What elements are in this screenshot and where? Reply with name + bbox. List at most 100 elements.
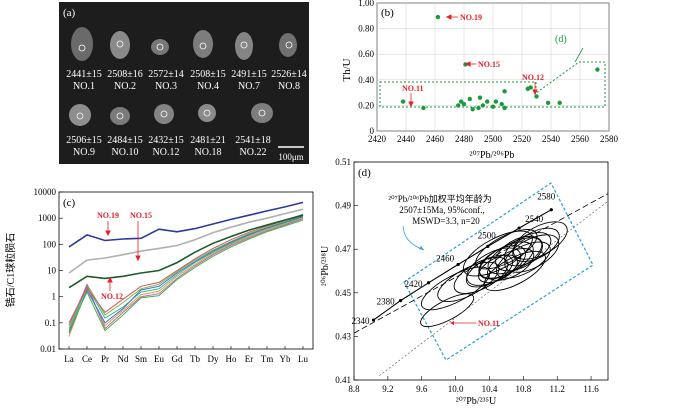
grain-age: 2491±15 (231, 69, 267, 80)
x-tick-label: 11.6 (583, 384, 599, 394)
concordia-age-marker (371, 318, 376, 322)
grain-name: NO.3 (155, 81, 177, 92)
annotation-no12: NO.12 (101, 292, 123, 301)
panel-a-background (59, 2, 309, 164)
data-point (502, 89, 507, 94)
data-point (467, 96, 472, 102)
panel-b-ylabel: Th/U (341, 58, 353, 81)
concordia-age-marker (549, 208, 553, 212)
annotation-arrowhead (464, 61, 471, 67)
y-tick-label: 0.51 (335, 157, 351, 167)
x-tick-label: 2500 (484, 134, 503, 144)
zircon-grain-image (251, 103, 273, 123)
data-point (480, 103, 486, 108)
x-tick-label: Ce (82, 354, 92, 364)
y-tick-label: 0.40 (358, 75, 374, 85)
grain-name: NO.18 (195, 147, 222, 158)
data-point (400, 99, 406, 104)
x-tick-label: Dy (208, 354, 219, 364)
series-line (68, 208, 304, 274)
x-tick-label: Ho (226, 354, 237, 364)
x-tick-label: Tm (261, 354, 274, 364)
grain-name: NO.12 (153, 147, 180, 158)
zircon-grain-image (193, 30, 213, 58)
grain-name: NO.22 (240, 147, 267, 158)
x-tick-label: 10.4 (482, 384, 498, 394)
y-tick-label: 10000 (34, 187, 57, 197)
x-tick-label: 9.2 (382, 384, 393, 394)
zircon-grain-image (151, 39, 169, 55)
zircon-grain-image (71, 27, 93, 61)
panel-a: (a) 2441±15 NO.1 2508±16 NO.2 2572±14 NO… (59, 2, 309, 164)
annotation-no15: NO.15 (478, 60, 500, 69)
data-point (595, 67, 600, 72)
panel-d-xlabel: ²⁰⁷Pb/²³⁵U (456, 396, 497, 407)
grain-age: 2484±15 (107, 135, 143, 146)
concordia-age-marker (426, 281, 431, 285)
series-line (68, 216, 304, 334)
x-tick-label: 2420 (368, 134, 387, 144)
grain-age: 2432±15 (148, 135, 184, 146)
error-ellipse (453, 256, 509, 294)
grain-age: 2541±18 (235, 135, 271, 146)
annotation-no15: NO.15 (130, 211, 152, 220)
y-tick-label: 0.47 (335, 244, 351, 254)
data-point (470, 107, 475, 112)
panel-a-label: (a) (63, 7, 76, 19)
zircon-grain-image (235, 32, 253, 60)
series-line (68, 213, 304, 324)
y-tick-label: 0.49 (335, 201, 351, 211)
x-tick-label: Pr (101, 354, 109, 364)
d-pointer (574, 47, 584, 63)
annotation-no11: NO.11 (478, 319, 500, 328)
concordia-age-marker (398, 299, 403, 303)
series-line (68, 217, 304, 337)
annotation-arrowhead (450, 321, 454, 325)
series-line (68, 201, 304, 248)
x-tick-label: 11.2 (549, 384, 564, 394)
y-tick-label: 1000 (38, 213, 57, 223)
x-tick-label: Lu (298, 354, 308, 364)
x-tick-label: Gd (172, 354, 183, 364)
panel-b-xlabel: ²⁰⁷Pb/²⁰⁶Pb (470, 150, 515, 161)
panel-c-ylabel: 锆石/C1球粒陨石 (4, 233, 17, 307)
concordia-age-label: 2500 (478, 230, 497, 240)
y-tick-label: 0.43 (335, 331, 351, 341)
data-point (499, 101, 504, 107)
annotation-arrowhead (445, 14, 452, 20)
x-tick-label: 2460 (426, 134, 445, 144)
concordia-age-marker (456, 262, 460, 267)
concordia-age-label: 2580 (537, 192, 556, 202)
zircon-grain-image (198, 104, 216, 122)
concordia-age-marker (517, 226, 521, 230)
data-point (534, 94, 539, 99)
panel-b: (b) Th/U ²⁰⁷Pb/²⁰⁶Pb 2420 2440 2460 2480 250… (341, 0, 619, 161)
series-line (68, 218, 304, 330)
annotation-no19: NO.19 (97, 211, 119, 220)
y-tick-label: 1 (52, 292, 57, 302)
grain-name: NO.10 (112, 147, 139, 158)
series-line (68, 219, 304, 332)
panel-b-label: (b) (381, 7, 394, 19)
annotation-no19: NO.19 (460, 13, 482, 22)
zircon-grain-image (110, 31, 130, 59)
data-point (421, 105, 426, 111)
concordia-age-label: 2460 (436, 253, 455, 263)
series-line (68, 215, 304, 329)
y-tick-label: 0.41 (335, 375, 351, 385)
grain-age: 2508±15 (190, 69, 226, 80)
age-text-line2: 2507±15Ma, 95%conf., (399, 205, 484, 215)
data-point (461, 101, 467, 107)
annotation-no11: NO.11 (402, 84, 424, 93)
data-point (502, 105, 507, 111)
x-tick-label: 10.8 (515, 384, 531, 394)
y-tick-label: 0.80 (358, 24, 374, 34)
panel-c-label: (c) (63, 197, 76, 209)
panel-d-ylabel: ²⁰⁶Pb/²³⁸U (320, 245, 331, 286)
concordia-age-label: 2380 (377, 297, 396, 307)
concordia-age-marker (486, 244, 490, 248)
annotation-arrowhead (408, 101, 414, 108)
x-tick-label: 2560 (571, 134, 590, 144)
grain-age: 2441±15 (66, 69, 102, 80)
